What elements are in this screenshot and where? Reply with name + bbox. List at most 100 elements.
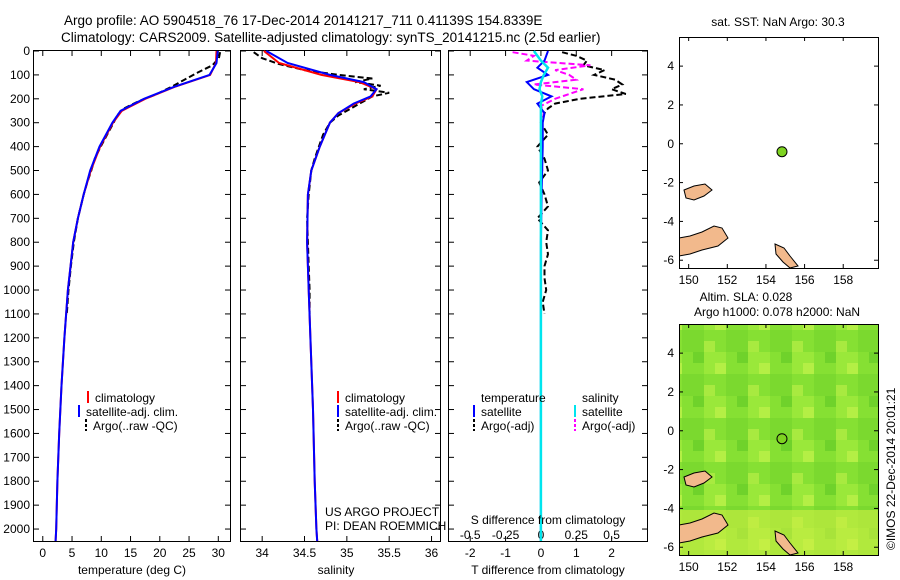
series-salinity-argo-adj xyxy=(512,51,591,195)
salinity-legend-argo: Argo(..raw -QC) xyxy=(345,419,430,433)
x-tick-label: 30 xyxy=(212,546,226,560)
lat-tick-label: 0 xyxy=(667,137,674,151)
legend-sal-satellite: satellite xyxy=(582,405,623,419)
legend-title-temperature: temperature xyxy=(481,391,546,405)
sla-map-land-new-britain xyxy=(683,470,713,488)
x-tick-label: 25 xyxy=(182,546,196,560)
difference-panel-frame xyxy=(448,50,648,542)
series-argo-raw-qc xyxy=(65,52,222,314)
difference-plot: -2 -1 0 1 2-0.5 -0.25 0 0.25 0.5 xyxy=(449,50,647,560)
x-tick-label: 35 xyxy=(340,546,354,560)
x-tick-label: 5 xyxy=(69,546,76,560)
top-tick-label: -0.25 xyxy=(492,528,520,542)
argo-float-marker xyxy=(776,433,788,445)
series-salinity-satellite xyxy=(532,50,550,541)
depth-tick-label: 2000 xyxy=(3,522,30,536)
top-tick-label: 0.5 xyxy=(603,528,620,542)
project-annotation: US ARGO PROJECT xyxy=(325,505,440,519)
sst-map-land-new-guinea xyxy=(679,225,729,257)
salinity-xlabel: salinity xyxy=(318,563,355,577)
top-tick-label: -0.5 xyxy=(460,528,481,542)
lat-tick-label: -6 xyxy=(663,540,674,554)
temperature-legend-climatology: climatology xyxy=(95,391,155,405)
depth-tick-label: 300 xyxy=(10,116,30,130)
series-satellite-adj-clim xyxy=(54,50,219,542)
depth-tick-label: 0 xyxy=(23,44,30,58)
temperature-legend-satellite: satellite-adj. clim. xyxy=(86,405,178,419)
pi-annotation: PI: DEAN ROEMMICH xyxy=(325,519,446,533)
sla-map-land-new-ireland xyxy=(774,530,799,555)
lon-tick-label: 154 xyxy=(756,273,776,287)
lat-tick-label: 0 xyxy=(667,424,674,438)
legend-temp-satellite: satellite xyxy=(481,405,522,419)
series-satellite-adj-clim xyxy=(265,50,379,542)
temperature-legend: climatology satellite-adj. clim. Argo(..… xyxy=(78,391,178,433)
sla-map-axes: 150 152 154 156 158 -6 -4 -2 0 2 4 xyxy=(663,324,878,574)
lat-tick-label: -2 xyxy=(663,463,674,477)
depth-tick-label: 900 xyxy=(10,259,30,273)
salinity-panel-frame xyxy=(240,50,441,542)
x-tick-label: 15 xyxy=(124,546,138,560)
lat-tick-label: 4 xyxy=(667,346,674,360)
difference-xlabel: T difference from climatology xyxy=(471,563,625,577)
difference-xlabel-top: S difference from climatology xyxy=(471,513,626,527)
lon-tick-label: 156 xyxy=(795,273,815,287)
lat-tick-label: -2 xyxy=(663,176,674,190)
lon-tick-label: 156 xyxy=(795,560,815,574)
depth-tick-label: 400 xyxy=(10,140,30,154)
top-tick-label: 0.25 xyxy=(565,528,589,542)
depth-tick-label: 1500 xyxy=(3,403,30,417)
depth-tick-label: 1800 xyxy=(3,474,30,488)
depth-tick-label: 1300 xyxy=(3,355,30,369)
depth-tick-label: 1900 xyxy=(3,498,30,512)
lat-tick-label: 2 xyxy=(667,98,674,112)
lat-tick-label: 2 xyxy=(667,385,674,399)
depth-tick-label: 1400 xyxy=(3,379,30,393)
lat-tick-label: -6 xyxy=(663,253,674,267)
salinity-legend: climatology satellite-adj. clim. Argo(..… xyxy=(337,391,437,433)
x-tick-label: 0 xyxy=(39,546,46,560)
depth-tick-label: 1200 xyxy=(3,331,30,345)
temperature-plot: 0100200300400500600700800900100011001200… xyxy=(3,44,230,560)
depth-tick-label: 700 xyxy=(10,211,30,225)
legend-sal-argo: Argo(-adj) xyxy=(582,419,635,433)
sla-map-land-new-guinea xyxy=(679,512,729,544)
series-climatology xyxy=(54,50,218,542)
lon-tick-label: 150 xyxy=(679,273,699,287)
sst-map-title: sat. SST: NaN Argo: 30.3 xyxy=(711,15,845,29)
sla-map-title-line2: Argo h1000: 0.078 h2000: NaN xyxy=(694,305,860,319)
sst-map-axes: 150 152 154 156 158 -6 -4 -2 0 2 4 xyxy=(663,37,878,287)
depth-tick-label: 1700 xyxy=(3,450,30,464)
figure-title-line1: Argo profile: AO 5904518_76 17-Dec-2014 … xyxy=(64,13,542,28)
depth-tick-label: 200 xyxy=(10,92,30,106)
x-tick-label: 2 xyxy=(608,546,615,560)
temperature-panel-frame xyxy=(33,50,231,542)
x-tick-label: 35.5 xyxy=(378,546,402,560)
salinity-legend-climatology: climatology xyxy=(345,391,405,405)
lon-tick-label: 158 xyxy=(833,560,853,574)
x-tick-label: 34 xyxy=(255,546,269,560)
imos-credit: ©IMOS 22-Dec-2014 20:01:21 xyxy=(884,387,898,550)
series-temperature-satellite xyxy=(524,50,554,541)
lon-tick-label: 152 xyxy=(717,560,737,574)
lat-tick-label: -4 xyxy=(663,501,674,515)
lat-tick-label: -4 xyxy=(663,214,674,228)
series-argo-raw-qc xyxy=(253,51,390,314)
lat-tick-label: 4 xyxy=(667,59,674,73)
depth-tick-label: 1100 xyxy=(4,307,30,321)
x-tick-label: 10 xyxy=(95,546,109,560)
series-climatology xyxy=(263,50,378,542)
legend-title-salinity: salinity xyxy=(582,391,619,405)
x-tick-label: 0 xyxy=(538,546,545,560)
temperature-legend-argo: Argo(..raw -QC) xyxy=(93,419,178,433)
temperature-xlabel: temperature (deg C) xyxy=(78,563,186,577)
legend-temp-argo: Argo(-adj) xyxy=(481,419,534,433)
figure-title-line2: Climatology: CARS2009. Satellite-adjuste… xyxy=(61,30,601,45)
depth-tick-label: 1000 xyxy=(3,283,30,297)
salinity-legend-satellite: satellite-adj. clim. xyxy=(345,405,437,419)
x-tick-label: 34.5 xyxy=(293,546,317,560)
lon-tick-label: 152 xyxy=(717,273,737,287)
x-tick-label: 36 xyxy=(425,546,439,560)
salinity-plot: 34 34.5 35 35.5 36 xyxy=(241,50,440,560)
